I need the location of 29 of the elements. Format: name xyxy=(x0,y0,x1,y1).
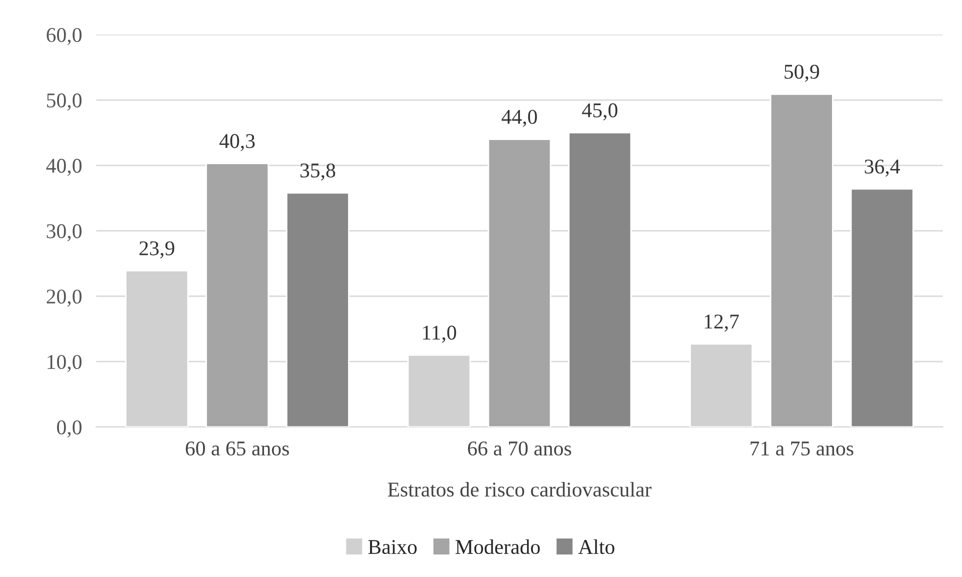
data-label: 11,0 xyxy=(423,326,456,343)
data-label: 23,9 xyxy=(140,241,174,258)
x-tick-label: 66 a 70 anos xyxy=(468,441,572,456)
bar xyxy=(488,138,552,427)
y-tick-label: 60,0 xyxy=(46,28,82,46)
data-label: 44,0 xyxy=(502,110,537,127)
legend-label: Alto xyxy=(578,539,614,554)
data-label: 35,8 xyxy=(300,163,336,181)
data-label: 12,7 xyxy=(704,314,739,332)
x-axis-title: Estratos de risco cardiovascular xyxy=(388,482,652,497)
x-tick-label: 71 a 75 anos xyxy=(750,442,854,456)
bar xyxy=(770,93,834,427)
legend-label: Moderado xyxy=(456,539,540,554)
data-label: 50,9 xyxy=(784,64,820,82)
bar xyxy=(286,192,350,427)
data-label: 36,4 xyxy=(864,160,900,177)
y-tick-label: 20,0 xyxy=(46,290,82,307)
y-tick-label: 30,0 xyxy=(46,224,82,242)
bar xyxy=(206,162,270,427)
y-tick-label: 40,0 xyxy=(46,158,82,176)
x-tick-label: 60 a 65 anos xyxy=(186,441,289,456)
y-tick-label: 0,0 xyxy=(57,420,82,438)
legend-label: Baixo xyxy=(368,540,417,554)
data-label: 45,0 xyxy=(582,103,618,120)
y-tick-label: 10,0 xyxy=(48,354,82,372)
data-label: 40,3 xyxy=(219,134,255,152)
y-tick-label: 50,0 xyxy=(47,93,82,110)
bar xyxy=(850,188,914,427)
bar xyxy=(568,132,632,427)
